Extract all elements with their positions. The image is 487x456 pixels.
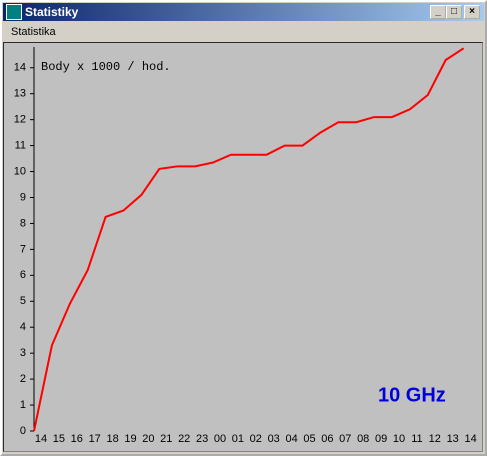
x-tick-label: 04 — [285, 433, 297, 445]
x-tick-label: 09 — [375, 433, 387, 445]
x-tick-label: 14 — [35, 433, 47, 445]
x-tick-label: 21 — [160, 433, 172, 445]
menu-item[interactable]: Statistika — [11, 26, 56, 38]
x-tick-label: 17 — [89, 433, 101, 445]
x-tick-label: 10 — [393, 433, 405, 445]
x-tick-label: 12 — [429, 433, 441, 445]
x-tick-label: 11 — [411, 433, 422, 445]
app-icon — [6, 4, 22, 20]
y-tick-label: 10 — [14, 165, 26, 177]
x-tick-label: 16 — [71, 433, 83, 445]
x-tick-label: 03 — [268, 433, 280, 445]
y-tick-label: 6 — [20, 269, 26, 281]
y-tick-label: 7 — [20, 243, 26, 255]
x-tick-label: 00 — [214, 433, 226, 445]
data-line — [33, 47, 465, 432]
annotation: 10 GHz — [378, 384, 446, 406]
x-tick-label: 22 — [178, 433, 190, 445]
x-tick-label: 08 — [357, 433, 369, 445]
y-tick-label: 1 — [20, 399, 26, 411]
x-tick-label: 05 — [303, 433, 315, 445]
x-tick-label: 18 — [106, 433, 118, 445]
y-tick-label: 12 — [14, 114, 26, 126]
window-title: Statistiky — [25, 5, 79, 19]
annotation: Body x 1000 / hod. — [41, 60, 171, 74]
menu-bar: Statistika — [3, 22, 484, 42]
x-tick-label: 13 — [447, 433, 459, 445]
y-tick-label: 13 — [14, 88, 26, 100]
x-tick-label: 07 — [339, 433, 351, 445]
x-tick-label: 06 — [321, 433, 333, 445]
maximize-button[interactable]: □ — [446, 5, 462, 19]
x-tick-label: 19 — [124, 433, 136, 445]
y-tick-label: 4 — [20, 321, 26, 333]
title-bar: Statistiky _ □ × — [3, 3, 484, 21]
y-tick-label: 3 — [20, 347, 26, 359]
minimize-button[interactable]: _ — [430, 5, 446, 19]
x-tick-label: 15 — [53, 433, 65, 445]
y-tick-label: 8 — [20, 217, 26, 229]
x-tick-label: 23 — [196, 433, 208, 445]
x-tick-label: 20 — [142, 433, 154, 445]
y-tick-label: 11 — [15, 140, 26, 152]
x-tick-label: 01 — [232, 433, 244, 445]
y-tick-label: 9 — [20, 191, 26, 203]
y-tick-label: 2 — [20, 373, 26, 385]
close-button[interactable]: × — [464, 5, 480, 19]
chart: Body x 1000 / hod. 10 GHz 01234567891011… — [3, 42, 483, 452]
x-tick-label: 02 — [250, 433, 262, 445]
y-tick-label: 0 — [20, 425, 26, 437]
y-tick-label: 14 — [14, 62, 26, 74]
y-tick-label: 5 — [20, 295, 26, 307]
x-tick-label: 14 — [464, 433, 476, 445]
